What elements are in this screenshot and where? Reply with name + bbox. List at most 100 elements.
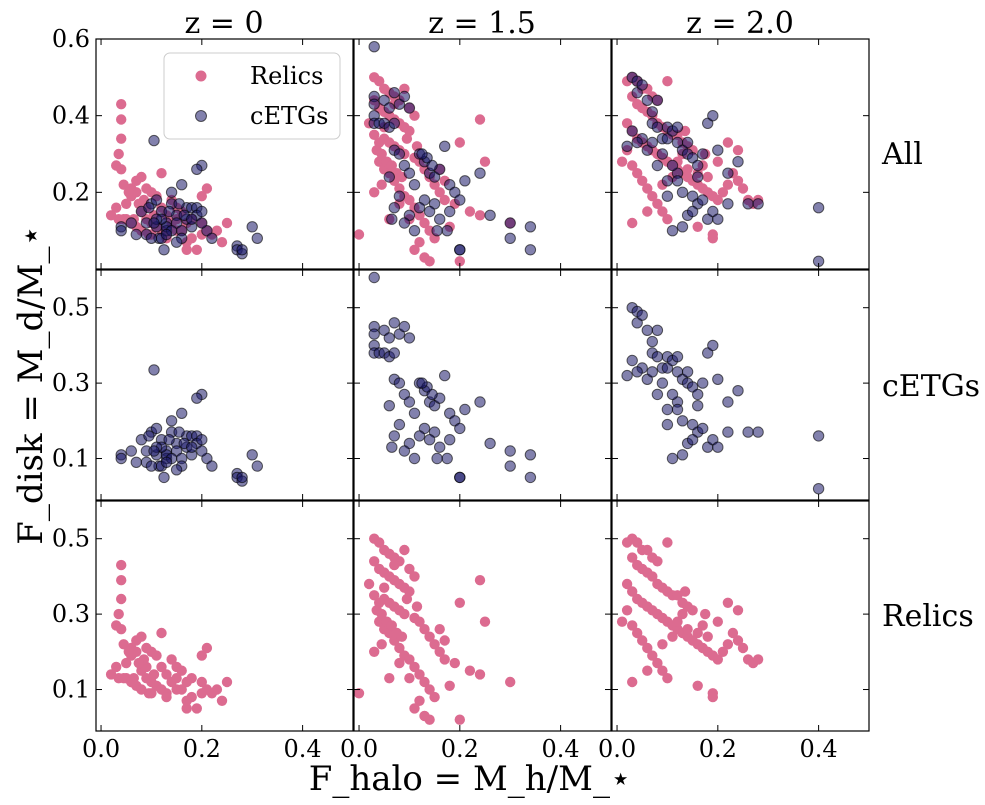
relics-point	[727, 627, 739, 639]
relics-point	[702, 171, 713, 183]
relics-point	[419, 252, 430, 263]
relics-point	[627, 552, 638, 563]
relics-point	[121, 198, 132, 209]
cetgs-point	[403, 102, 416, 114]
relics-point	[642, 665, 653, 676]
relics-point	[662, 537, 673, 548]
relics-point	[621, 605, 633, 616]
relics-point	[116, 114, 127, 125]
cetgs-point	[671, 403, 684, 416]
legend-marker-cetgs	[195, 110, 207, 122]
cetgs-point	[661, 403, 674, 416]
cetgs-point	[431, 225, 443, 237]
relics-point	[111, 202, 122, 213]
cetgs-point	[251, 460, 263, 472]
relics-point	[409, 571, 420, 582]
relics-point	[712, 616, 723, 627]
cetgs-point	[742, 426, 754, 438]
cetgs-point	[646, 335, 658, 348]
relics-point	[697, 620, 708, 631]
relics-point	[216, 237, 228, 248]
relics-point	[627, 217, 638, 229]
x-tick-label: 0.4	[542, 735, 580, 763]
relics-point	[374, 597, 385, 608]
relics-point	[429, 639, 440, 650]
relics-point	[181, 695, 192, 706]
cetgs-point	[186, 441, 198, 453]
x-tick-label: 0.4	[284, 735, 322, 763]
relics-point	[354, 688, 365, 699]
cetgs-point	[236, 244, 248, 256]
cetgs-point	[504, 217, 516, 229]
cetgs-point	[692, 159, 704, 172]
cetgs-point	[165, 415, 178, 427]
cetgs-point	[524, 244, 537, 256]
relics-point	[389, 559, 400, 571]
cetgs-point	[423, 434, 436, 446]
panel-cetgs-z0: 0.1 0.3 0.5	[52, 269, 354, 501]
relics-point	[419, 624, 430, 635]
cetgs-point	[236, 471, 248, 484]
cetgs-point	[641, 94, 653, 107]
cetgs-point	[692, 171, 704, 183]
cetgs-point	[524, 471, 537, 484]
relics-point	[363, 578, 375, 590]
relics-point	[647, 650, 658, 661]
relics-point	[642, 544, 653, 556]
cetgs-point	[697, 148, 709, 160]
relics-point	[722, 137, 734, 148]
cetgs-point	[439, 369, 451, 382]
cetgs-point	[651, 324, 664, 336]
panel-grid: 0.20.40.60.10.30.50.0 0.2 0.40.10.30.50.0 0…	[52, 25, 870, 763]
cetgs-point	[431, 452, 443, 465]
cetgs-point	[651, 388, 664, 401]
relics-point	[141, 673, 152, 684]
relics-point	[682, 624, 693, 635]
cetgs-point	[636, 309, 648, 321]
relics-point	[369, 187, 380, 198]
relics-point	[376, 179, 387, 190]
cetgs-point	[176, 179, 188, 191]
relics-point	[722, 179, 734, 190]
relics-point	[369, 646, 380, 657]
relics-point	[737, 642, 749, 654]
cetgs-point	[454, 244, 466, 256]
relics-point	[632, 537, 643, 548]
cetgs-point	[393, 148, 406, 160]
cetgs-point	[368, 98, 380, 110]
relics-point	[181, 244, 192, 255]
cetgs-point	[408, 452, 421, 465]
relics-point	[399, 608, 410, 620]
relics-point	[707, 691, 718, 703]
relics-point	[616, 616, 628, 627]
y-tick-label: 0.5	[52, 525, 90, 553]
cetgs-point	[631, 136, 643, 149]
x-tick-label: 0.2	[441, 735, 479, 763]
y-tick-label: 0.6	[52, 25, 90, 53]
relics-point	[196, 191, 207, 202]
relics-point	[722, 639, 734, 650]
cetgs-point	[206, 460, 218, 472]
relics-point	[126, 676, 137, 688]
cetgs-point	[692, 388, 704, 401]
relics-point	[384, 673, 395, 684]
cetgs-point	[681, 366, 694, 378]
column-title-z20: z = 2.0	[686, 6, 794, 41]
cetgs-point	[383, 332, 395, 344]
relics-point	[411, 601, 423, 612]
cetgs-point	[386, 441, 398, 453]
relics-point	[369, 129, 380, 140]
relics-point	[657, 206, 668, 217]
relics-point	[707, 233, 718, 244]
cetgs-point	[504, 460, 516, 472]
relics-point	[732, 605, 744, 616]
panel-frame	[95, 38, 354, 270]
relics-point	[404, 563, 415, 575]
cetgs-point	[413, 202, 426, 214]
relics-point	[133, 657, 144, 669]
relics-point	[376, 639, 387, 650]
cetgs-point	[158, 471, 170, 484]
relics-point	[621, 578, 633, 590]
cetgs-point	[656, 148, 669, 160]
relics-point	[449, 657, 460, 669]
